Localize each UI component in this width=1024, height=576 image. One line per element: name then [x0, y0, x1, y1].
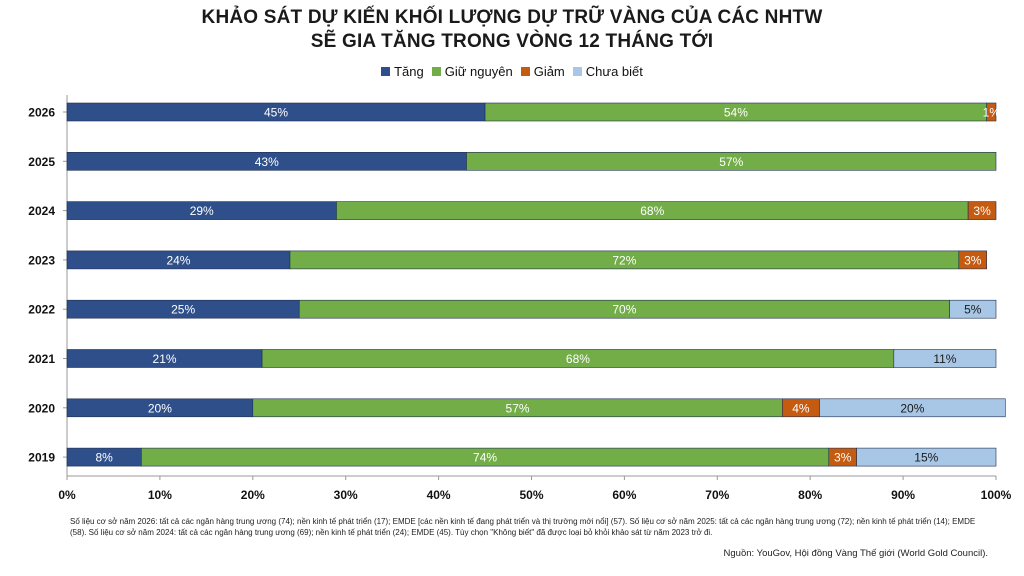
category-label: 2025 [28, 155, 55, 169]
data-label: 3% [973, 204, 991, 218]
x-tick-label: 70% [705, 488, 729, 502]
source-note: Nguồn: YouGov, Hội đồng Vàng Thế giới (W… [723, 548, 988, 559]
x-tick-label: 0% [58, 488, 76, 502]
legend-label: Chưa biết [585, 64, 643, 79]
category-label: 2023 [28, 253, 55, 267]
data-label: 1% [983, 106, 1001, 120]
legend-swatch [381, 67, 391, 76]
x-tick-label: 20% [241, 488, 265, 502]
bar-segment-2019-3 [856, 447, 997, 467]
legend-item-1: Giữ nguyên [431, 64, 513, 79]
legend-item-0: Tăng [381, 64, 424, 79]
legend-label: Giảm [533, 64, 565, 79]
data-label: 20% [148, 401, 172, 415]
bar-segment-2021-3 [893, 349, 997, 368]
data-label: 54% [724, 106, 748, 120]
legend-item-3: Chưa biết [572, 64, 643, 79]
chart-title-line-1: KHẢO SÁT DỰ KIẾN KHỐI LƯỢNG DỰ TRỮ VÀNG … [201, 7, 823, 28]
x-tick-label: 40% [427, 488, 451, 502]
legend-swatch [520, 67, 530, 76]
category-label: 2022 [28, 303, 55, 317]
data-label: 4% [792, 401, 810, 415]
category-label: 2024 [28, 204, 55, 218]
x-tick-label: 30% [334, 488, 358, 502]
data-label: 24% [166, 253, 190, 267]
data-label: 20% [900, 401, 924, 415]
data-label: 70% [612, 303, 636, 317]
data-label: 29% [190, 204, 214, 218]
x-tick-label: 80% [798, 488, 822, 502]
category-label: 2020 [28, 401, 55, 415]
data-label: 5% [964, 303, 982, 317]
legend-item-2: Giảm [520, 64, 565, 79]
data-label: 8% [95, 451, 113, 465]
legend-swatch [431, 67, 441, 76]
data-label: 25% [171, 303, 195, 317]
x-tick-label: 50% [519, 488, 543, 502]
data-label: 72% [612, 253, 636, 267]
x-tick-label: 100% [981, 488, 1012, 502]
bar-segment-2020-3 [819, 398, 1006, 418]
x-tick-label: 10% [148, 488, 172, 502]
data-label: 68% [640, 204, 664, 218]
category-label: 2026 [28, 106, 55, 120]
data-label: 15% [914, 451, 938, 465]
footnote: Số liệu cơ sở năm 2026: tất cả các ngân … [70, 517, 976, 537]
data-label: 3% [964, 253, 982, 267]
chart-title-line-2: SẼ GIA TĂNG TRONG VÒNG 12 THÁNG TỚI [310, 31, 714, 52]
data-label: 57% [506, 401, 530, 415]
data-label: 45% [264, 106, 288, 120]
legend-label: Giữ nguyên [444, 64, 513, 79]
x-tick-label: 90% [891, 488, 915, 502]
bar-segment-2026-2 [986, 102, 997, 122]
legend-label: Tăng [394, 64, 424, 79]
chart-legend: Tăng Giữ nguyên Giảm Chưa biết [0, 64, 1024, 79]
data-label: 43% [255, 155, 279, 169]
category-label: 2021 [28, 352, 55, 366]
bar-segment-2024-2 [967, 201, 997, 220]
bar-segment-2025-1 [466, 152, 997, 171]
bar-segment-2023-2 [958, 250, 988, 270]
data-label: 68% [566, 352, 590, 366]
data-label: 21% [153, 352, 177, 366]
x-tick-label: 60% [612, 488, 636, 502]
data-label: 3% [834, 451, 852, 465]
bar-segment-2022-3 [949, 299, 997, 319]
chart-title: KHẢO SÁT DỰ KIẾN KHỐI LƯỢNG DỰ TRỮ VÀNG … [0, 6, 1024, 54]
data-label: 74% [473, 451, 497, 465]
data-label: 11% [933, 352, 956, 366]
legend-swatch [572, 67, 582, 76]
data-label: 57% [719, 155, 743, 169]
category-label: 2019 [28, 451, 55, 465]
